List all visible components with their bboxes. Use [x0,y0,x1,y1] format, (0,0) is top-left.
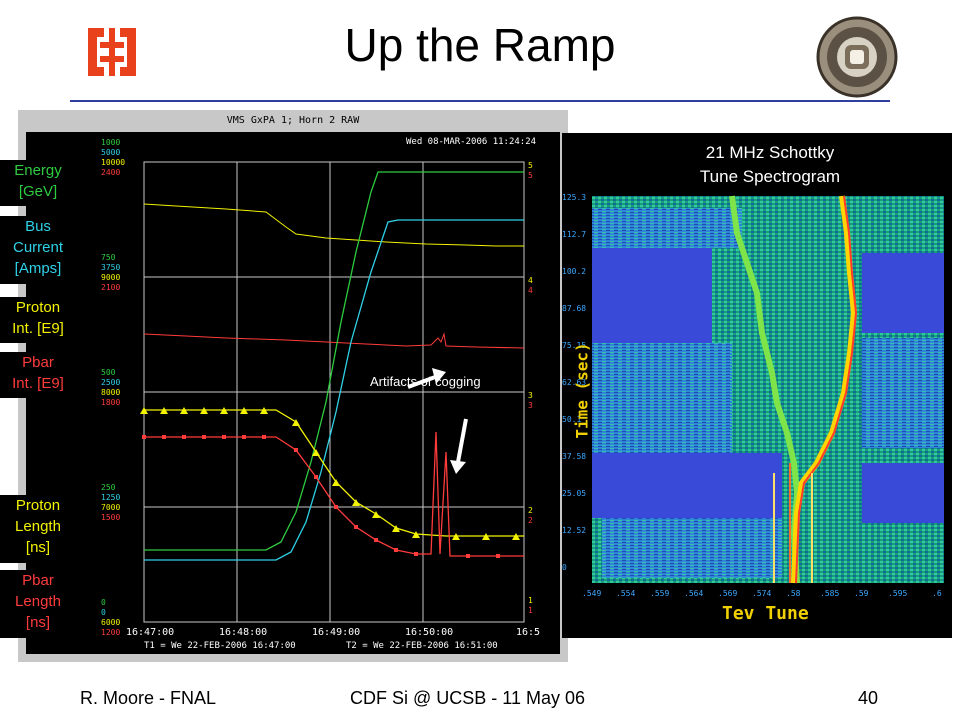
svg-text:5: 5 [528,171,533,180]
svg-text:750: 750 [101,253,116,262]
spectrogram-x-title: Tev Tune [722,603,809,624]
legend-energy: Energy [GeV] [0,160,76,206]
svg-text:1: 1 [528,596,533,605]
x-tick: .554 [616,589,636,598]
x-tick: .595 [888,589,908,598]
t2-label: T2 = We 22-FEB-2006 16:51:00 [346,641,498,651]
legend-pbar-length: Pbar Length [ns] [0,570,76,638]
scale-top-1: 1000 [101,138,120,147]
svg-text:1800: 1800 [101,398,120,407]
x-tick: .585 [820,589,840,598]
x-tick-1: 16:47:00 [126,627,174,638]
magnet-emblem-icon [816,16,898,98]
svg-text:250: 250 [101,483,116,492]
legend-proton-length: Proton Length [ns] [0,495,76,563]
footer-event: CDF Si @ UCSB - 11 May 06 [350,688,585,708]
x-tick: .569 [718,589,738,598]
x-tick: .58 [786,589,801,598]
scope-window-title: VMS GxPA 1; Horn 2 RAW [18,110,568,132]
fermilab-logo-icon [88,28,136,76]
spectrogram-y-title: Time (sec) [572,342,592,439]
svg-text:1200: 1200 [101,628,120,637]
y-tick: 112.7 [562,230,587,239]
svg-text:2500: 2500 [101,378,120,387]
x-tick: .559 [650,589,670,598]
svg-text:5000: 5000 [101,148,120,157]
scope-date: Wed 08-MAR-2006 11:24:24 [406,137,536,147]
legend-bus-current: Bus Current [Amps] [0,216,76,284]
legend-pbar-int: Pbar Int. [E9] [0,352,76,398]
spectrogram-title: 21 MHz Schottky Tune Spectrogram [699,143,841,186]
footer-author: R. Moore - FNAL [80,688,217,708]
x-tick: .6 [932,589,942,598]
y-tick: 87.68 [562,304,587,313]
y-tick: 100.2 [562,267,587,276]
svg-text:1250: 1250 [101,493,120,502]
legend-proton-int: Proton Int. [E9] [0,297,76,343]
svg-text:1: 1 [528,606,533,615]
tune-spectrogram: 21 MHz Schottky Tune Spectrogram 125.3 1… [562,133,952,638]
t1-label: T1 = We 22-FEB-2006 16:47:00 [144,641,296,651]
title-rule [70,100,890,102]
x-tick: .549 [582,589,602,598]
y-tick: 125.3 [562,193,587,202]
svg-text:3: 3 [528,401,533,410]
y-tick: 0 [562,563,567,572]
svg-text:7000: 7000 [101,503,120,512]
x-tick-3: 16:49:00 [312,627,360,638]
svg-text:3: 3 [528,391,533,400]
svg-text:4: 4 [528,276,533,285]
svg-text:500: 500 [101,368,116,377]
svg-text:8000: 8000 [101,388,120,397]
x-tick: .574 [752,589,772,598]
svg-text:2100: 2100 [101,283,120,292]
footer-page-number: 40 [858,688,879,708]
y-tick: 12.52 [562,526,587,535]
scope-display: 1000 5000 10000 2400 750 3750 9000 2100 … [26,132,560,654]
x-tick: .564 [684,589,704,598]
svg-text:10000: 10000 [101,158,125,167]
y-tick: 25.05 [562,489,587,498]
y-tick: 50.1 [562,415,582,424]
svg-text:3750: 3750 [101,263,120,272]
svg-text:2400: 2400 [101,168,120,177]
x-tick-5: 16:5 [516,627,540,638]
y-tick: 62.63 [562,378,587,387]
svg-text:5: 5 [528,161,533,170]
scope-plot: VMS GxPA 1; Horn 2 RAW 1000 5000 10000 2… [18,110,568,662]
cogging-annotation: Artifacts of cogging [370,374,481,389]
svg-text:4: 4 [528,286,533,295]
svg-text:0: 0 [101,608,106,617]
slide-title: Up the Ramp [344,19,616,71]
x-tick: .59 [854,589,869,598]
y-tick: 75.15 [562,341,587,350]
svg-text:0: 0 [101,598,106,607]
x-tick-4: 16:50:00 [405,627,453,638]
x-tick-2: 16:48:00 [219,627,267,638]
svg-text:6000: 6000 [101,618,120,627]
svg-text:2: 2 [528,506,533,515]
svg-text:1500: 1500 [101,513,120,522]
y-tick: 37.58 [562,452,587,461]
svg-text:2: 2 [528,516,533,525]
svg-text:9000: 9000 [101,273,120,282]
